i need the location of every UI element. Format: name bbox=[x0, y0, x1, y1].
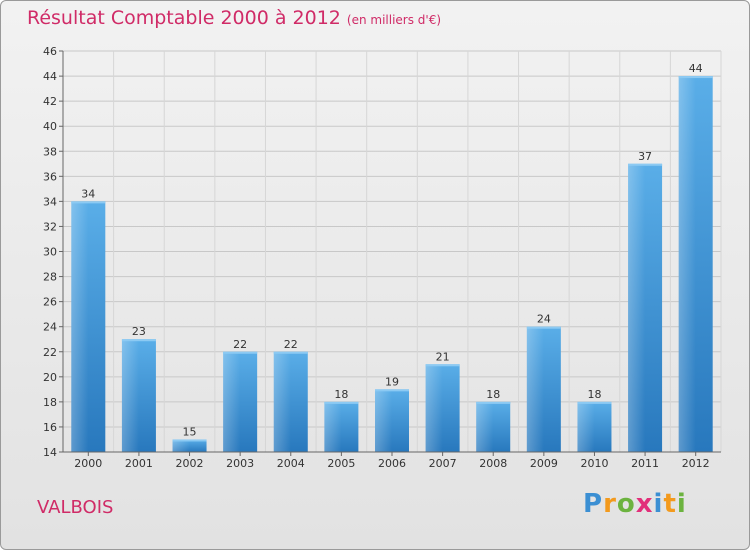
bar-top bbox=[71, 201, 106, 204]
bar-highlight bbox=[121, 339, 139, 452]
x-tick-label: 2011 bbox=[631, 457, 659, 470]
proxiti-logo: Proxiti bbox=[583, 489, 687, 519]
logo-letter: x bbox=[635, 489, 654, 519]
y-tick-label: 14 bbox=[43, 446, 57, 459]
y-tick-label: 20 bbox=[43, 371, 57, 384]
x-tick-label: 2002 bbox=[176, 457, 204, 470]
bar-top bbox=[375, 389, 409, 392]
y-tick-label: 22 bbox=[43, 346, 57, 359]
bar-top bbox=[678, 76, 713, 79]
bar-highlight bbox=[678, 76, 696, 452]
bar-highlight bbox=[71, 201, 89, 452]
y-tick-label: 30 bbox=[43, 246, 57, 259]
bar-top bbox=[121, 339, 156, 342]
x-tick-label: 2000 bbox=[74, 457, 102, 470]
chart-title: Résultat Comptable 2000 à 2012 (en millie… bbox=[27, 7, 441, 29]
y-tick-label: 42 bbox=[43, 95, 57, 108]
y-tick-label: 38 bbox=[43, 145, 57, 158]
bar-top bbox=[628, 163, 663, 166]
logo-letter: r bbox=[603, 489, 617, 519]
x-tick-label: 2003 bbox=[226, 457, 254, 470]
data-label: 44 bbox=[689, 62, 703, 75]
commune-name: VALBOIS bbox=[37, 497, 114, 518]
logo-letter: o bbox=[616, 489, 636, 519]
chart-unit: (en milliers d'€) bbox=[346, 13, 442, 27]
x-tick-label: 2006 bbox=[378, 457, 406, 470]
bar-highlight bbox=[425, 364, 443, 452]
data-label: 22 bbox=[284, 338, 298, 351]
y-tick-label: 46 bbox=[43, 45, 57, 58]
bar-highlight bbox=[526, 326, 544, 452]
x-tick-label: 2007 bbox=[429, 457, 457, 470]
bar-top bbox=[172, 439, 207, 442]
y-tick-label: 34 bbox=[43, 195, 57, 208]
x-tick-label: 2004 bbox=[277, 457, 305, 470]
bar-highlight bbox=[324, 401, 342, 452]
y-tick-label: 44 bbox=[43, 70, 57, 83]
bar-top bbox=[425, 364, 460, 367]
y-tick-label: 36 bbox=[43, 170, 57, 183]
logo-letter: i bbox=[653, 489, 664, 519]
logo-letter: P bbox=[583, 489, 604, 519]
data-label: 23 bbox=[132, 325, 146, 338]
bar-top bbox=[273, 351, 308, 354]
data-label: 21 bbox=[436, 350, 450, 363]
bar-highlight bbox=[223, 351, 241, 452]
bar-top bbox=[324, 401, 359, 404]
y-tick-label: 16 bbox=[43, 421, 57, 434]
data-label: 19 bbox=[385, 375, 399, 388]
bar-highlight bbox=[628, 163, 646, 452]
y-tick-label: 26 bbox=[43, 296, 57, 309]
bar-top bbox=[526, 326, 561, 329]
x-tick-label: 2012 bbox=[682, 457, 710, 470]
bar-series: 34 23 15 22 22 18 19 21 18 24 18 37 44 bbox=[71, 62, 713, 452]
bar-highlight bbox=[273, 351, 291, 452]
data-label: 34 bbox=[81, 187, 95, 200]
x-tick-label: 2008 bbox=[479, 457, 507, 470]
y-tick-label: 18 bbox=[43, 396, 57, 409]
x-tick-label: 2010 bbox=[580, 457, 608, 470]
data-label: 22 bbox=[233, 338, 247, 351]
bar-highlight bbox=[172, 439, 190, 452]
y-tick-label: 40 bbox=[43, 120, 57, 133]
data-label: 24 bbox=[537, 313, 551, 326]
bar-top bbox=[223, 351, 258, 354]
data-label: 37 bbox=[638, 150, 652, 163]
y-tick-label: 28 bbox=[43, 271, 57, 284]
y-tick-label: 24 bbox=[43, 321, 57, 334]
data-label: 18 bbox=[334, 388, 348, 401]
data-label: 18 bbox=[587, 388, 601, 401]
data-label: 15 bbox=[183, 425, 197, 438]
x-tick-label: 2009 bbox=[530, 457, 558, 470]
bar-highlight bbox=[476, 401, 494, 452]
axes: 14 16 18 20 22 24 26 28 30 32 34 36 38 40 42 44 46 2000 20… bbox=[43, 45, 721, 470]
data-label: 18 bbox=[486, 388, 500, 401]
y-tick-label: 32 bbox=[43, 220, 57, 233]
x-tick-label: 2005 bbox=[327, 457, 355, 470]
chart-title-text: Résultat Comptable 2000 à 2012 bbox=[27, 7, 341, 29]
bar-highlight bbox=[577, 401, 595, 452]
bar-highlight bbox=[375, 389, 392, 452]
logo-letter: t bbox=[663, 489, 677, 519]
logo-letter: i bbox=[676, 489, 687, 519]
bar-top bbox=[577, 401, 612, 404]
bar-top bbox=[476, 401, 511, 404]
x-tick-label: 2001 bbox=[125, 457, 153, 470]
